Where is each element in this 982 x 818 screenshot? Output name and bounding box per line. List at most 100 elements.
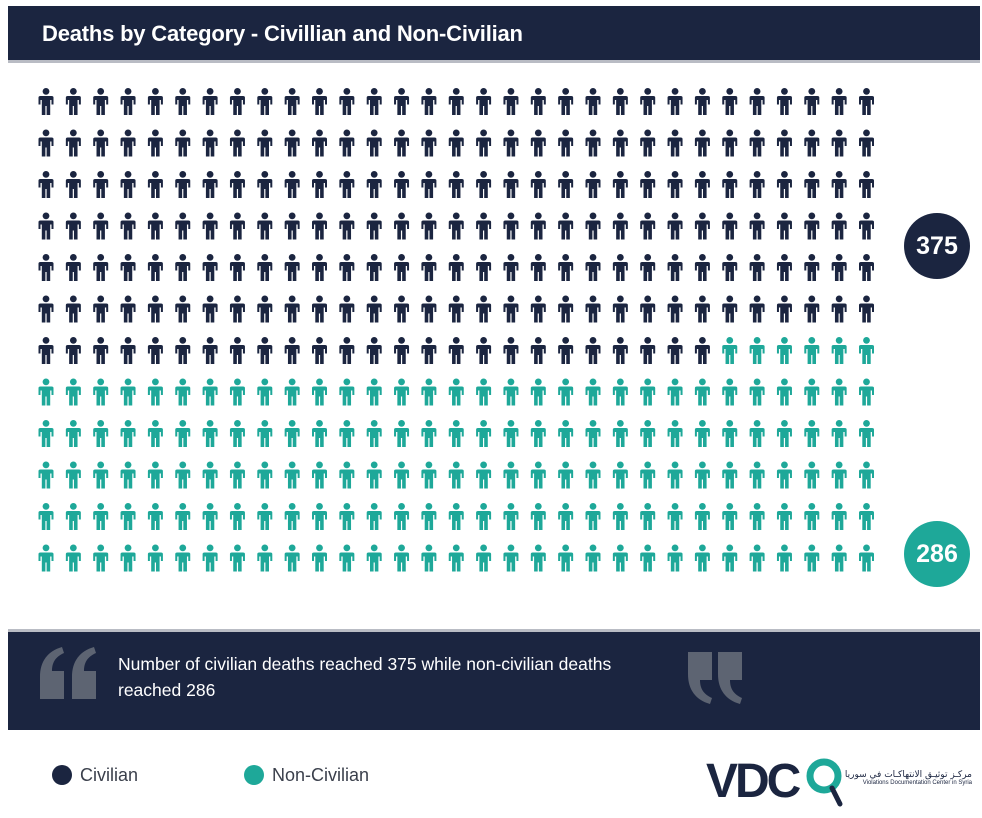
person-icon-civilian [421,212,437,240]
person-icon-non-civilian [585,503,601,530]
person-icon-civilian [694,295,710,323]
person-icon-civilian [804,295,820,323]
person-icon-non-civilian [120,503,136,530]
person-icon-non-civilian [804,544,820,572]
person-icon-civilian [749,254,765,281]
person-icon-civilian [366,171,382,198]
person-icon-civilian [530,295,546,323]
person-icon-civilian [38,337,54,364]
person-icon-civilian [722,171,738,198]
person-icon-civilian [503,337,519,364]
person-icon-non-civilian [640,503,656,530]
person-icon-civilian [448,212,464,240]
person-icon-civilian [229,295,245,323]
person-icon-non-civilian [558,503,574,530]
person-icon-civilian [38,254,54,281]
person-icon-non-civilian [284,503,300,530]
person-icon-non-civilian [229,378,245,406]
person-icon-non-civilian [312,378,327,406]
person-icon-civilian [859,254,874,281]
person-icon-civilian [394,171,410,198]
person-icon-non-civilian [612,420,628,447]
person-icon-non-civilian [421,503,437,530]
person-icon-non-civilian [530,420,546,447]
person-icon-civilian [859,212,874,240]
person-icon-non-civilian [667,461,683,489]
person-icon-civilian [585,88,601,115]
legend-non-civilian: Non-Civilian [244,761,369,789]
person-icon-civilian [585,171,601,198]
person-icon-non-civilian [722,461,738,489]
person-icon-civilian [722,212,738,240]
person-icon-non-civilian [147,461,163,489]
person-icon-civilian [312,171,327,198]
person-icon-civilian [448,88,464,115]
person-icon-non-civilian [339,544,355,572]
person-icon-civilian [804,129,820,157]
person-icon-civilian [38,212,54,240]
person-icon-civilian [421,337,437,364]
person-icon-civilian [120,88,136,115]
person-icon-civilian [558,254,574,281]
person-icon-non-civilian [640,544,656,572]
person-icon-civilian [640,337,656,364]
person-icon-civilian [530,212,546,240]
person-icon-civilian [257,254,273,281]
person-icon-non-civilian [804,461,820,489]
person-icon-non-civilian [448,420,464,447]
person-icon-civilian [257,295,273,323]
person-icon-non-civilian [120,420,136,447]
person-icon-non-civilian [257,461,273,489]
logo-org-name: مركـز توثيـق الانتهاكـات في سوريا Violat… [842,770,972,786]
person-icon-civilian [421,295,437,323]
civilian-total-badge: 375 [904,213,970,279]
person-icon-non-civilian [722,503,738,530]
close-quote-icon [688,652,742,704]
person-icon-civilian [585,212,601,240]
person-icon-civilian [722,295,738,323]
person-icon-civilian [776,129,792,157]
person-icon-civilian [257,129,273,157]
person-icon-civilian [229,212,245,240]
person-icon-civilian [640,171,656,198]
person-icon-civilian [804,254,820,281]
person-icon-civilian [448,254,464,281]
person-icon-non-civilian [749,378,765,406]
person-icon-civilian [284,88,300,115]
person-icon-non-civilian [421,378,437,406]
person-icon-non-civilian [202,503,218,530]
person-icon-civilian [339,295,355,323]
person-icon-civilian [257,88,273,115]
person-icon-civilian [147,88,163,115]
person-icon-civilian [503,295,519,323]
person-icon-non-civilian [394,461,410,489]
person-icon-non-civilian [558,461,574,489]
person-icon-civilian [93,171,109,198]
person-icon-civilian [120,212,136,240]
person-icon-non-civilian [612,544,628,572]
person-icon-non-civilian [93,461,109,489]
person-icon-non-civilian [366,420,382,447]
person-icon-non-civilian [339,378,355,406]
person-icon-civilian [749,129,765,157]
person-icon-civilian [804,171,820,198]
pictograph-chart [38,88,874,572]
person-icon-civilian [120,295,136,323]
person-icon-civilian [421,88,437,115]
person-icon-non-civilian [749,544,765,572]
person-icon-non-civilian [585,420,601,447]
person-icon-non-civilian [776,503,792,530]
person-icon-civilian [202,171,218,198]
person-icon-non-civilian [339,420,355,447]
person-icon-civilian [859,171,874,198]
person-icon-non-civilian [147,503,163,530]
person-icon-civilian [120,171,136,198]
person-icon-non-civilian [667,544,683,572]
person-icon-civilian [366,254,382,281]
person-icon-civilian [312,88,327,115]
person-icon-non-civilian [503,461,519,489]
person-icon-civilian [722,88,738,115]
person-icon-non-civilian [694,378,710,406]
person-icon-civilian [175,88,191,115]
person-icon-non-civilian [476,378,492,406]
